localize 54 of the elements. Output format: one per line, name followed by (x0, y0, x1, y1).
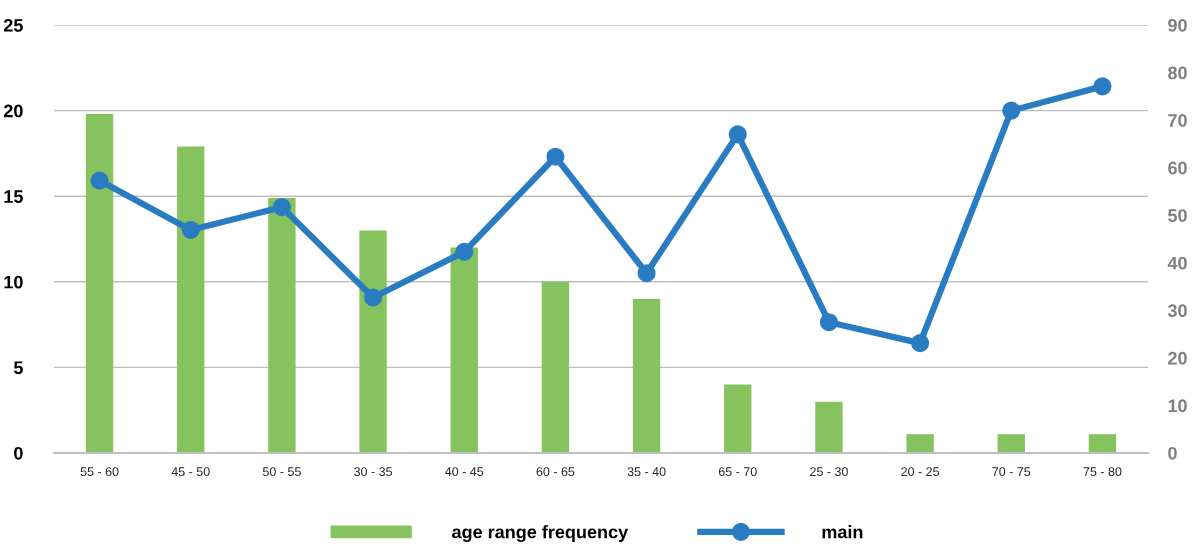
y-tick-label: 25 (3, 18, 23, 32)
y2-tick-label: 80 (1168, 66, 1187, 80)
point (911, 334, 930, 353)
y-tick-label: 20 (3, 104, 23, 118)
point (1093, 77, 1112, 96)
point (181, 220, 200, 239)
y2-tick-label: 0 (1168, 446, 1177, 460)
y2-tick-label: 10 (1168, 399, 1187, 413)
bar (450, 247, 478, 453)
y2-tick-label: 40 (1167, 256, 1187, 270)
x-tick-label: 35 - 40 (627, 467, 666, 477)
y-tick-label: 10 (4, 275, 23, 289)
legend-label: age range frequency (452, 525, 629, 542)
x-tick-label: 65 - 70 (718, 467, 757, 477)
bar (177, 146, 205, 453)
bar (815, 401, 843, 453)
point (1002, 101, 1021, 120)
point (819, 313, 838, 332)
y-tick-label: 5 (13, 361, 23, 375)
y2-tick-label: 50 (1168, 209, 1187, 222)
x-tick-label: 70 - 75 (992, 467, 1031, 477)
point (637, 264, 656, 283)
y2-tick-label: 90 (1168, 18, 1187, 32)
bar (541, 281, 570, 453)
bar (268, 197, 296, 453)
point (455, 242, 474, 261)
x-tick-label: 40 - 45 (445, 467, 484, 477)
bar (632, 298, 661, 453)
x-tick-label: 55 - 60 (80, 467, 119, 477)
x-tick-label: 60 - 65 (536, 467, 575, 477)
y-tick-label: 15 (4, 190, 23, 203)
bar (85, 114, 114, 453)
bar (906, 434, 934, 453)
legend-label: main (822, 525, 863, 539)
bar (359, 230, 387, 453)
x-tick-label: 20 - 25 (901, 467, 940, 477)
point (728, 125, 747, 144)
y2-tick-label: 20 (1168, 351, 1187, 365)
point (364, 288, 383, 307)
x-tick-label: 45 - 50 (171, 467, 210, 477)
point (546, 147, 565, 166)
bar (1088, 434, 1117, 453)
y-tick-label: 0 (14, 446, 23, 460)
x-tick-label: 50 - 55 (262, 467, 301, 477)
bar (724, 384, 752, 453)
x-tick-label: 75 - 80 (1083, 467, 1122, 477)
y2-tick-label: 30 (1167, 304, 1187, 318)
point (90, 171, 109, 190)
x-tick-label: 30 - 35 (354, 467, 393, 477)
x-tick-label: 25 - 30 (810, 467, 848, 477)
bar (997, 434, 1025, 453)
y2-tick-label: 70 (1168, 114, 1187, 127)
point (272, 198, 291, 217)
y2-tick-label: 60 (1168, 161, 1187, 175)
